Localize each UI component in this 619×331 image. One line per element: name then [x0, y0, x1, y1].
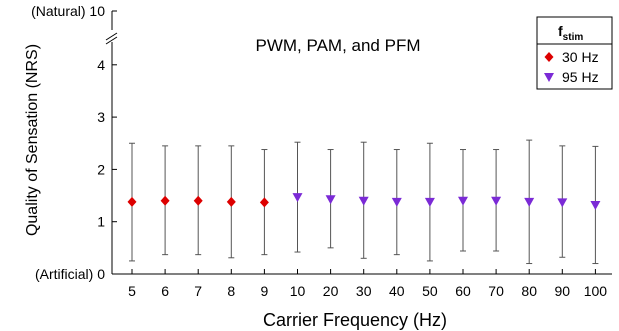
x-tick-label: 70 [488, 283, 504, 299]
legend-label: 95 Hz [562, 69, 599, 85]
x-tick-label: 10 [290, 283, 306, 299]
x-ticks: 5 6 7 8 9 10 20 30 40 50 60 70 80 90 100 [128, 269, 607, 299]
data-point [358, 196, 369, 206]
x-tick-label: 5 [128, 283, 136, 299]
legend-title-main: f [558, 23, 563, 39]
x-tick-label: 30 [356, 283, 372, 299]
x-tick-label: 40 [389, 283, 405, 299]
data-point [524, 197, 535, 207]
x-tick-label: 50 [422, 283, 438, 299]
data-point [127, 196, 137, 207]
axis-break-marker [105, 32, 118, 45]
x-tick-label: 20 [323, 283, 339, 299]
legend-item: 95 Hz [544, 69, 599, 85]
y-axis-label: Quality of Sensation (NRS) [24, 44, 41, 236]
legend-marker [544, 52, 554, 62]
x-tick-label: 90 [555, 283, 571, 299]
data-point [259, 197, 269, 208]
legend-title-sub: stim [563, 32, 584, 43]
x-tick-label: 9 [261, 283, 269, 299]
legend: fstim 30 Hz 95 Hz [536, 16, 613, 90]
data-markers [127, 193, 601, 210]
legend-item: 30 Hz [544, 49, 599, 65]
x-tick-label: 6 [161, 283, 169, 299]
x-tick-label: 100 [584, 283, 608, 299]
x-tick-label: 80 [521, 283, 537, 299]
data-point [160, 195, 170, 206]
legend-label: 30 Hz [562, 49, 599, 65]
legend-title: fstim [558, 23, 583, 43]
y-tick-label: 3 [97, 109, 105, 125]
data-point [226, 196, 236, 207]
y-tick-label: (Natural) 10 [31, 3, 105, 19]
x-tick-label: 8 [227, 283, 235, 299]
data-point [557, 198, 568, 208]
data-point [491, 196, 502, 206]
data-point [458, 196, 468, 206]
x-axis-label: Carrier Frequency (Hz) [263, 310, 447, 330]
y-tick-label: 2 [97, 161, 105, 177]
data-point [424, 197, 435, 207]
data-point [391, 197, 402, 207]
axes [105, 11, 612, 275]
x-tick-label: 60 [455, 283, 471, 299]
y-tick-label: (Artificial) 0 [35, 266, 105, 282]
y-tick-label: 4 [97, 57, 105, 73]
x-tick-label: 7 [194, 283, 202, 299]
data-point [292, 193, 303, 203]
y-tick-label: 1 [97, 214, 105, 230]
legend-marker [544, 73, 554, 82]
data-point [325, 195, 336, 205]
data-point [590, 200, 601, 210]
y-ticks: (Artificial) 0 1 2 3 4 (Natural) 10 [31, 3, 117, 282]
data-point [193, 195, 203, 206]
chart-title: PWM, PAM, and PFM [256, 36, 421, 55]
